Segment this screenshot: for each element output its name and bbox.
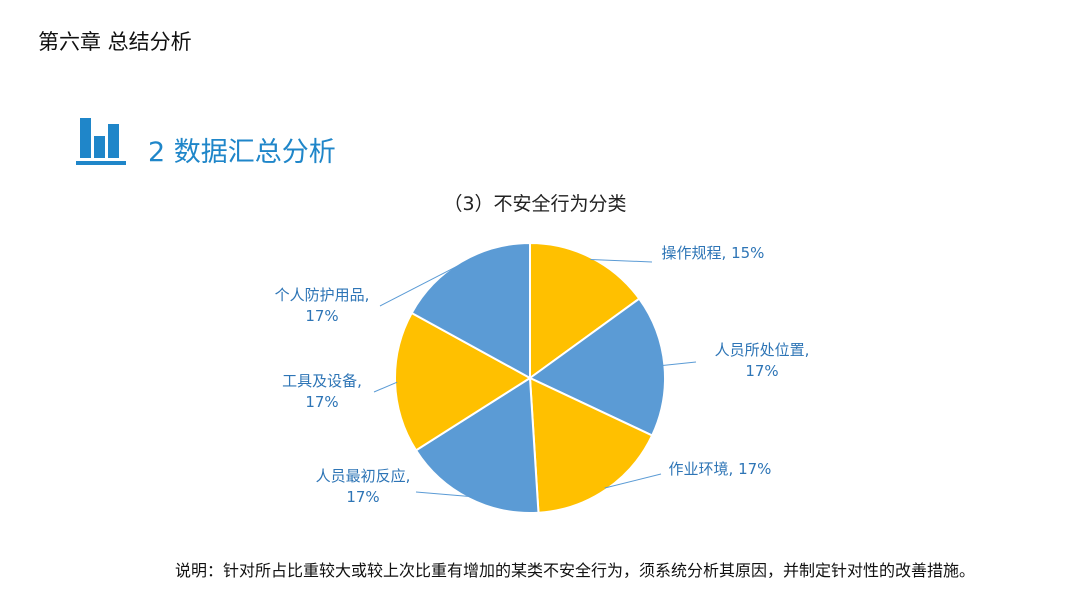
data-label-1: 操作规程, 15% <box>662 244 765 262</box>
note-text: 说明：针对所占比重较大或较上次比重有增加的某类不安全行为，须系统分析其原因，并制… <box>175 561 976 580</box>
pie-slice-4 <box>414 376 540 514</box>
data-label-2: 人员所处位置, 17% <box>715 341 810 380</box>
data-label-5: 工具及设备, 17% <box>282 372 362 411</box>
data-label-4: 人员最初反应, 17% <box>316 467 411 506</box>
pie-slice-3 <box>528 376 654 514</box>
data-label-6: 个人防护用品, 17% <box>275 286 370 325</box>
section-title: 2 数据汇总分析 <box>148 137 336 168</box>
chapter-title: 第六章 总结分析 <box>38 30 192 54</box>
leader-line-5 <box>373 381 398 393</box>
pie-slices <box>394 241 666 514</box>
pie-slice-5 <box>394 311 532 452</box>
leader-lines <box>373 258 697 498</box>
leader-line-6 <box>379 263 463 307</box>
chart-title: （3）不安全行为分类 <box>443 193 626 215</box>
leader-line-3 <box>604 473 662 489</box>
bar-chart-icon <box>76 118 126 165</box>
pie-slice-6 <box>410 241 531 380</box>
leader-line-4 <box>415 491 470 498</box>
leader-line-2 <box>662 361 697 366</box>
data-label-3: 作业环境, 17% <box>669 460 772 478</box>
pie-slice-1 <box>529 241 641 380</box>
leader-line-1 <box>590 258 653 263</box>
data-labels: 操作规程, 15% 人员所处位置, 17% 作业环境, 17% 人员最初反应, 17% 工具… <box>275 244 810 506</box>
